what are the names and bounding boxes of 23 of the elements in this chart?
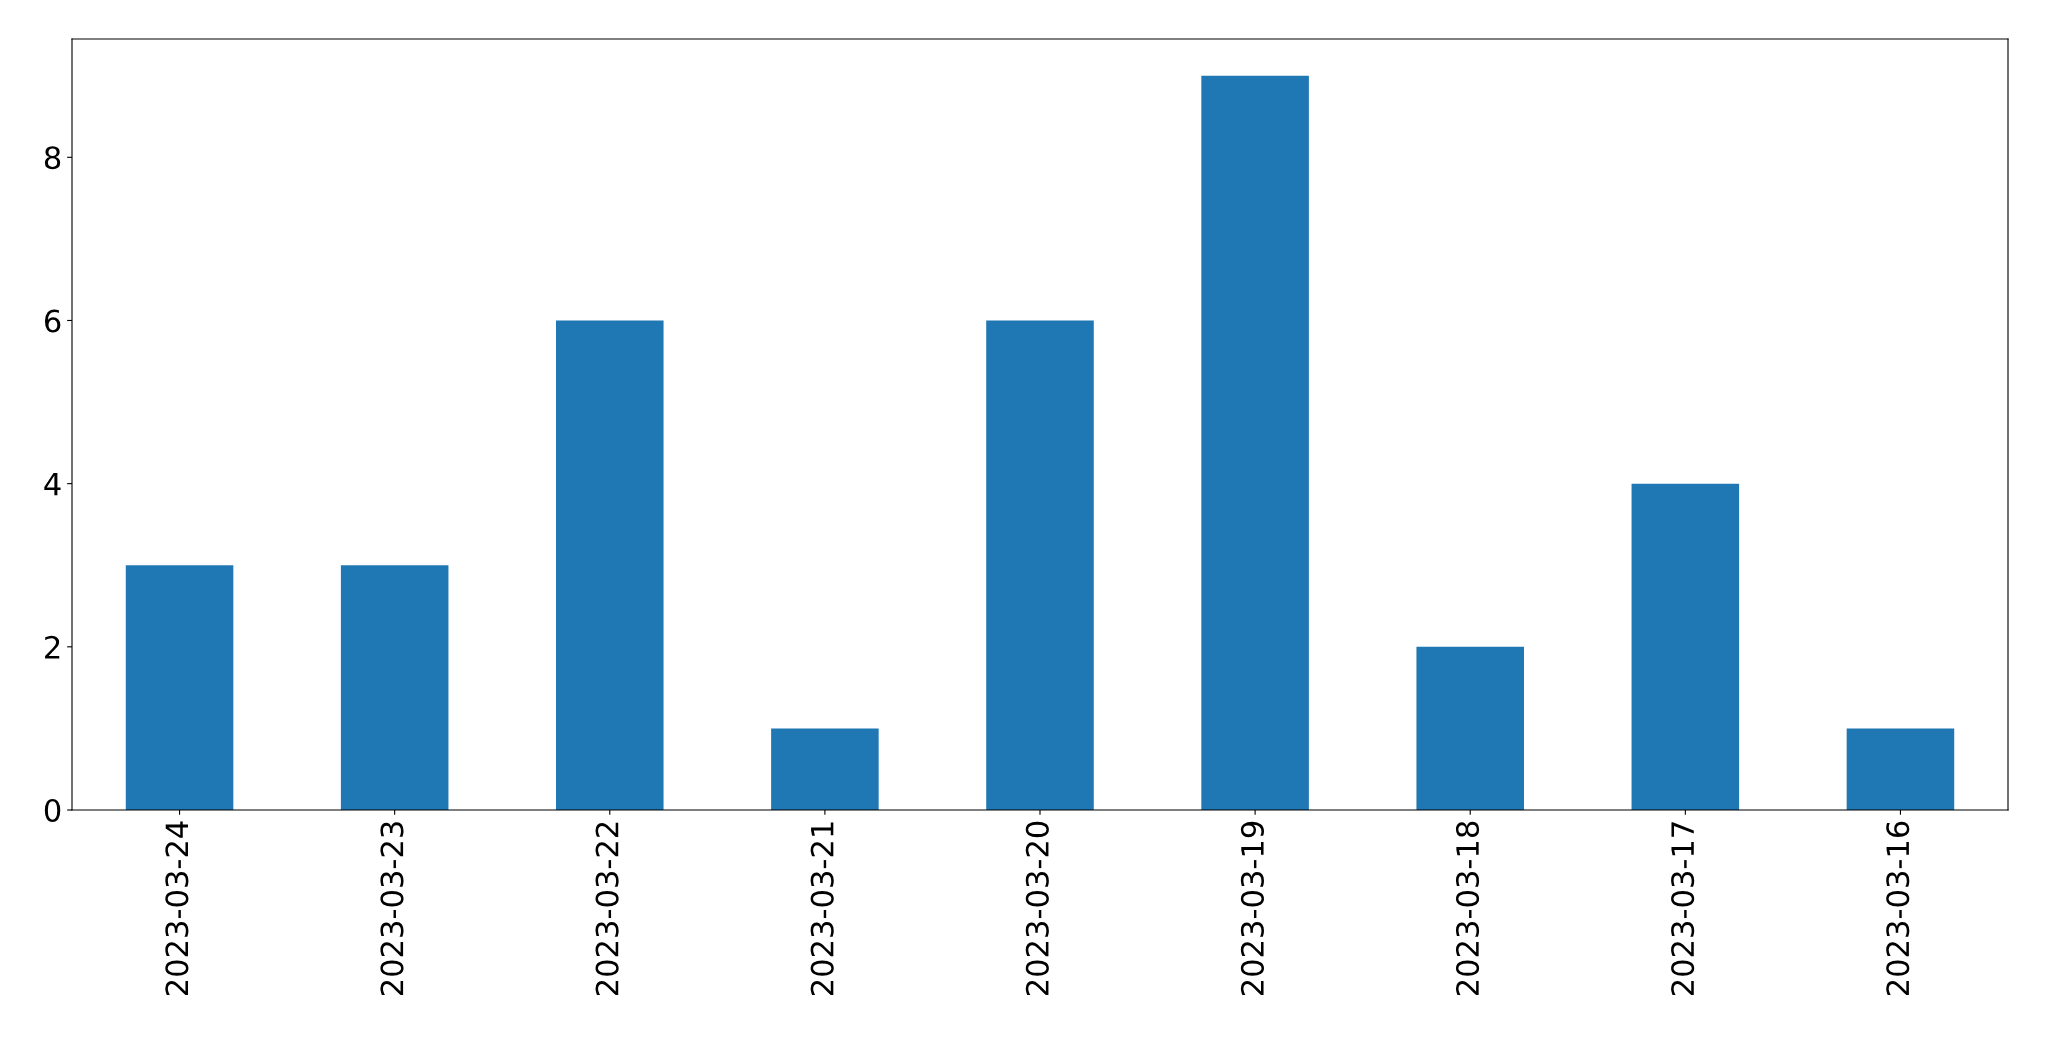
x-tick-label: 2023-03-16 [1886, 821, 1910, 996]
y-tick-label: 8 [44, 146, 61, 170]
bar [986, 320, 1094, 810]
bar [1201, 75, 1309, 810]
y-tick-label: 2 [45, 635, 60, 659]
x-tick-label: 2023-03-24 [165, 821, 189, 996]
x-tick-label: 2023-03-17 [1671, 822, 1695, 996]
x-tick-label: 2023-03-23 [380, 822, 404, 996]
bar [556, 320, 664, 810]
y-tick-label: 0 [44, 798, 61, 823]
y-tick-label: 6 [44, 309, 61, 333]
y-tick-label: 4 [44, 472, 61, 496]
x-tick-label: 2023-03-22 [595, 822, 619, 996]
bar [340, 565, 449, 810]
x-tick-label: 2023-03-19 [1240, 821, 1264, 996]
bar [771, 728, 879, 810]
x-tick-label: 2023-03-18 [1455, 821, 1480, 996]
bar [1631, 483, 1740, 810]
x-tick-label: 2023-03-20 [1025, 821, 1049, 996]
bar [1416, 646, 1524, 810]
x-tick-label: 2023-03-21 [810, 822, 834, 996]
bar [125, 565, 234, 810]
bar [1846, 728, 1955, 810]
